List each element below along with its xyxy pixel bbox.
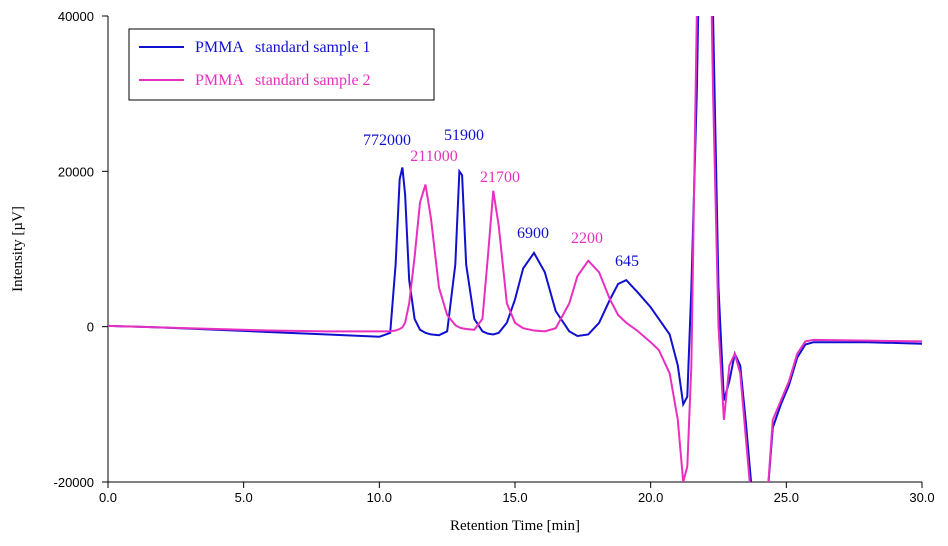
plot-area <box>108 16 922 482</box>
legend-box <box>128 28 435 101</box>
y-tick-label: 40000 <box>58 9 94 24</box>
x-tick-label: 25.0 <box>774 490 799 505</box>
series-line <box>108 16 922 482</box>
peak-annotation: 645 <box>615 253 639 270</box>
x-axis-title: Retention Time [min] <box>450 518 580 534</box>
peak-annotation: 211000 <box>410 148 457 165</box>
x-tick-label: 5.0 <box>235 490 253 505</box>
y-tick-label: -20000 <box>54 475 94 490</box>
y-axis-title: Intensity [µV] <box>10 206 26 292</box>
legend-label: PMMA standard sample 1 <box>195 39 371 56</box>
legend-label: PMMA standard sample 2 <box>195 72 371 89</box>
x-tick-label: 15.0 <box>502 490 527 505</box>
x-tick-label: 20.0 <box>638 490 663 505</box>
peak-annotation: 21700 <box>480 169 520 186</box>
series-line <box>108 16 922 482</box>
peak-annotation: 772000 <box>363 132 411 149</box>
x-tick-label: 0.0 <box>99 490 117 505</box>
peak-annotation: 51900 <box>444 127 484 144</box>
peak-annotation: 6900 <box>517 225 549 242</box>
x-tick-label: 30.0 <box>909 490 934 505</box>
peak-annotation: 2200 <box>571 230 603 247</box>
x-tick-label: 10.0 <box>367 490 392 505</box>
y-tick-label: 0 <box>87 320 94 335</box>
y-tick-label: 20000 <box>58 164 94 179</box>
